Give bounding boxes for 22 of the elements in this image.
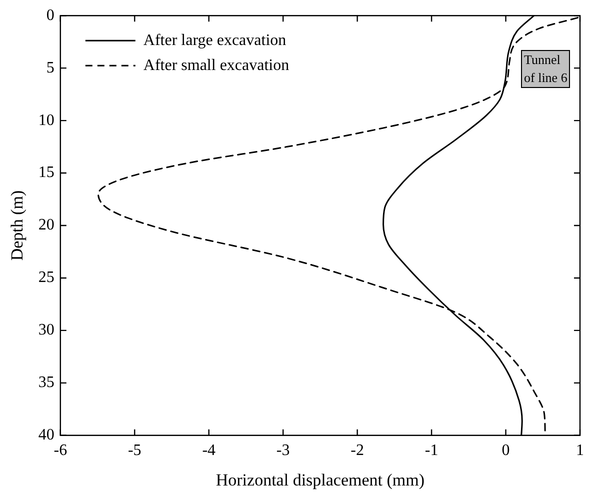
y-tick-label: 35 [38,374,54,392]
y-tick-label: 30 [38,322,54,339]
x-tick-label: 1 [576,442,584,460]
tunnel-box: Tunnel of line 6 [521,50,570,88]
x-tick-label: 0 [502,442,510,460]
y-tick-label: 40 [38,426,54,444]
x-tick-label: -4 [202,442,216,460]
x-tick-label: -1 [424,442,438,460]
x-tick-label: -3 [276,442,290,460]
x-tick-label: -2 [350,442,364,460]
y-tick-label: 25 [38,269,54,286]
legend-label: After small excavation [143,56,290,74]
y-tick-label: 15 [38,164,54,182]
x-axis-title: Horizontal displacement (mm) [216,470,425,490]
legend-label: After large excavation [143,32,286,49]
y-tick-label: 5 [46,59,54,76]
x-tick-label: -5 [128,442,142,460]
y-tick-label: 20 [38,216,54,234]
y-tick-label: 10 [38,112,54,129]
y-tick-label: 0 [46,6,54,24]
y-axis-title: Depth (m) [8,190,27,261]
x-tick-label: -6 [54,442,68,460]
